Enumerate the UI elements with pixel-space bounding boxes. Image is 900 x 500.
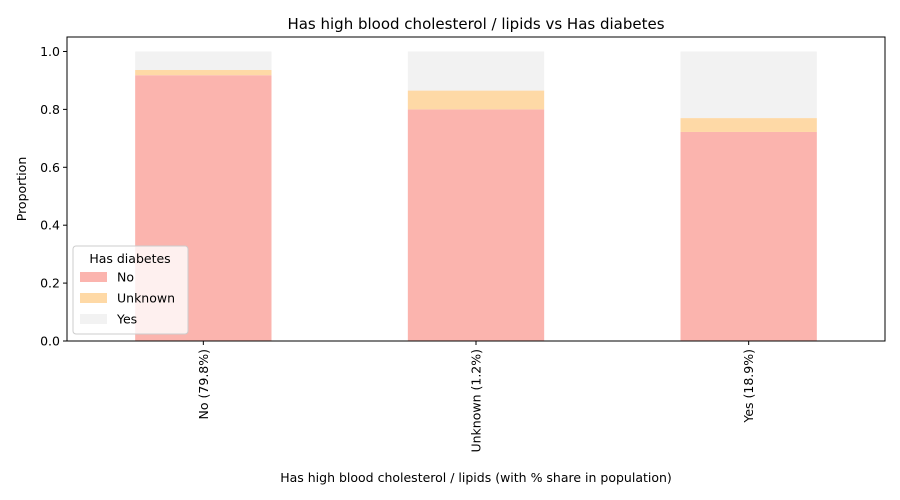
y-tick-label: 0.6 — [40, 160, 60, 175]
x-tick-label: No (79.8%) — [196, 349, 211, 419]
legend-frame — [72, 245, 189, 335]
y-axis-label: Proportion — [14, 157, 29, 222]
legend-label-yes: Yes — [116, 312, 137, 327]
x-axis-label: Has high blood cholesterol / lipids (wit… — [280, 470, 672, 485]
bar-segment-yes-0 — [135, 51, 272, 71]
bar-segment-unknown-0 — [135, 70, 272, 76]
y-axis: 0.0 0.2 0.4 0.6 0.8 1.0 — [40, 44, 67, 349]
bar-segment-yes-2 — [680, 51, 817, 119]
bars-group — [135, 51, 817, 342]
y-tick-label: 0.8 — [40, 102, 60, 117]
legend-swatch-no — [80, 272, 107, 282]
bar-segment-unknown-2 — [680, 118, 817, 132]
bar-segment-no-1 — [407, 109, 545, 341]
legend-title: Has diabetes — [89, 251, 170, 266]
y-tick-label: 1.0 — [40, 44, 60, 59]
bar-segment-no-2 — [680, 131, 817, 341]
x-tick-label: Yes (18.9%) — [741, 349, 756, 424]
bar-segment-unknown-1 — [407, 90, 545, 110]
legend-label-no: No — [117, 270, 134, 285]
x-tick-label: Unknown (1.2%) — [469, 349, 484, 453]
legend-swatch-yes — [80, 314, 107, 324]
legend-swatch-unknown — [80, 293, 107, 303]
y-tick-label: 0.2 — [40, 276, 60, 291]
legend-label-unknown: Unknown — [117, 291, 175, 306]
chart-title: Has high blood cholesterol / lipids vs H… — [287, 15, 664, 33]
legend: Has diabetes No Unknown Yes — [72, 245, 189, 335]
x-axis: No (79.8%) Unknown (1.2%) Yes (18.9%) — [196, 341, 756, 453]
bar-segment-yes-1 — [407, 51, 545, 91]
y-tick-label: 0.4 — [40, 218, 60, 233]
y-tick-label: 0.0 — [40, 334, 60, 349]
